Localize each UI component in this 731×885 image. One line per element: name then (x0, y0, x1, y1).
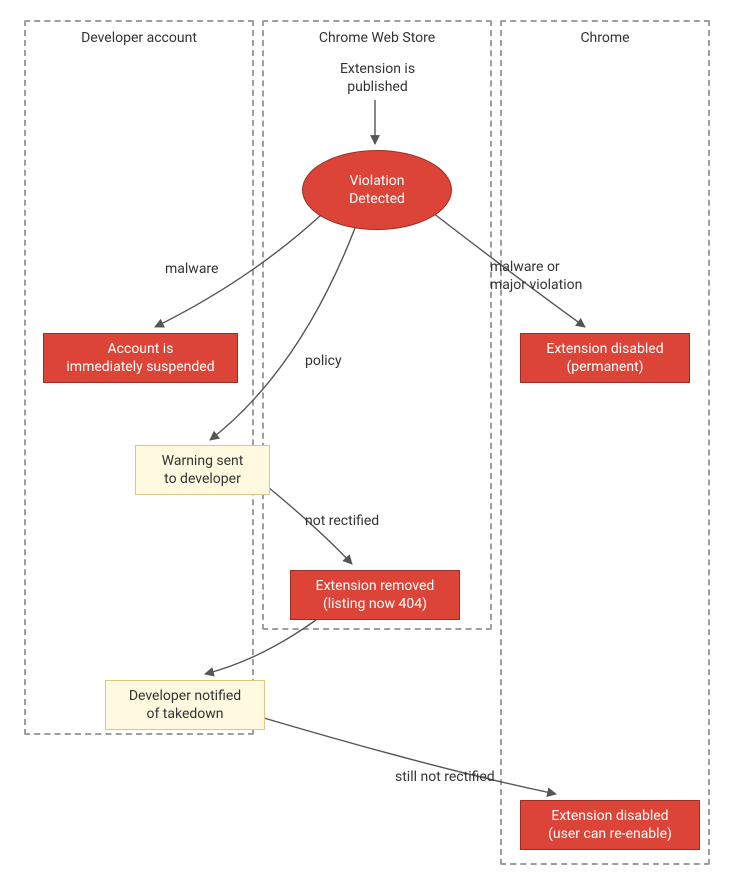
node-violation-detected: ViolationDetected (302, 150, 452, 230)
label-not-rectified: not rectified (305, 512, 425, 530)
label-malware: malware (165, 260, 255, 278)
node-extension-disabled-user: Extension disabled(user can re-enable) (520, 800, 700, 850)
lane-title-chrome: Chrome (502, 30, 708, 46)
lane-title-dev: Developer account (26, 30, 252, 46)
node-extension-disabled-permanent: Extension disabled(permanent) (520, 333, 690, 383)
node-extension-removed: Extension removed(listing now 404) (290, 570, 460, 620)
node-account-suspended: Account isimmediately suspended (43, 333, 238, 383)
label-extension-published: Extension ispublished (310, 60, 445, 96)
flowchart-canvas: Developer account Chrome Web Store Chrom… (0, 0, 731, 885)
label-malware-or-major: malware ormajor violation (490, 258, 630, 294)
label-still-not-rectified: still not rectified (395, 768, 535, 786)
lane-chrome: Chrome (500, 20, 710, 865)
node-developer-notified: Developer notifiedof takedown (105, 680, 265, 730)
lane-title-cws: Chrome Web Store (264, 30, 490, 46)
label-policy: policy (305, 352, 365, 370)
lane-chrome-web-store: Chrome Web Store (262, 20, 492, 630)
node-warning-sent: Warning sentto developer (135, 445, 270, 495)
